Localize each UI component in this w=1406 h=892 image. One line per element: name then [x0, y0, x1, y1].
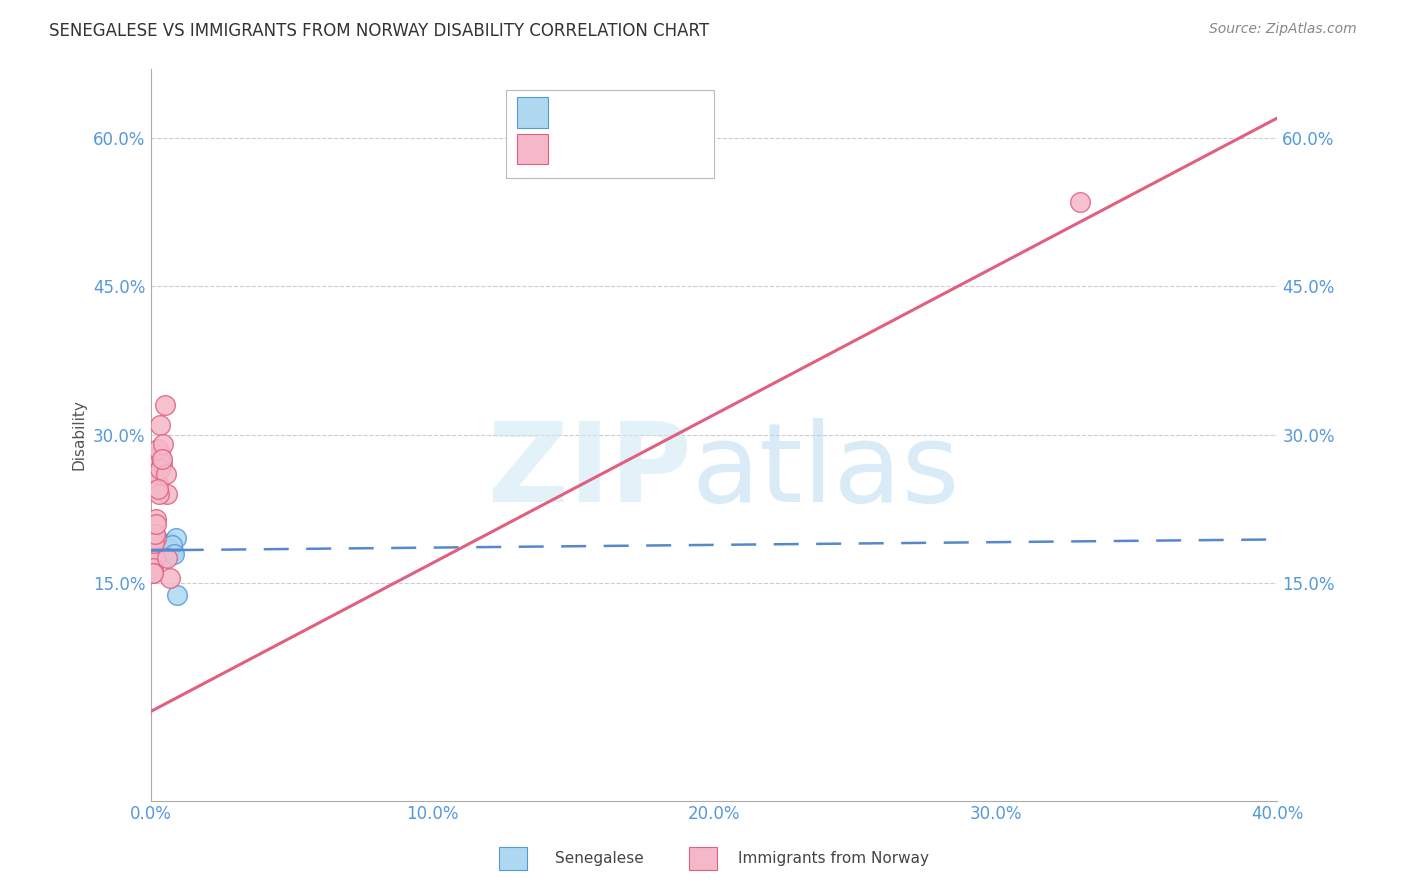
Point — [159, 571, 181, 585]
Point — [141, 551, 163, 566]
Point — [145, 538, 167, 552]
Point — [142, 549, 165, 564]
Point — [148, 417, 170, 432]
Point — [141, 554, 163, 568]
Point — [152, 437, 174, 451]
Point — [145, 534, 167, 549]
Point — [150, 457, 173, 471]
Point — [143, 538, 166, 552]
Point — [159, 536, 181, 550]
Point — [141, 552, 163, 566]
Point — [145, 511, 167, 525]
Text: 0.064: 0.064 — [591, 103, 643, 121]
Point — [141, 546, 163, 560]
Point — [1069, 195, 1091, 210]
Point — [146, 533, 169, 547]
Point — [141, 552, 163, 566]
Point — [143, 540, 166, 554]
Point — [143, 541, 166, 555]
Point — [148, 452, 170, 467]
Point — [153, 398, 176, 412]
Point — [166, 588, 188, 602]
FancyBboxPatch shape — [517, 134, 548, 164]
Text: SENEGALESE VS IMMIGRANTS FROM NORWAY DISABILITY CORRELATION CHART: SENEGALESE VS IMMIGRANTS FROM NORWAY DIS… — [49, 22, 710, 40]
Point — [143, 541, 166, 556]
Point — [142, 547, 165, 561]
Point — [141, 548, 163, 562]
Point — [145, 535, 167, 549]
Point — [142, 543, 165, 558]
Point — [142, 548, 165, 562]
Point — [142, 561, 165, 575]
Point — [143, 536, 166, 550]
Point — [141, 551, 163, 566]
Point — [149, 447, 172, 461]
Y-axis label: Disability: Disability — [72, 399, 86, 470]
Point — [143, 551, 166, 566]
Text: R =: R = — [560, 103, 596, 121]
Point — [142, 553, 165, 567]
Point — [155, 548, 177, 562]
Point — [160, 538, 183, 552]
Point — [162, 544, 184, 558]
Point — [149, 462, 172, 476]
Point — [146, 477, 169, 491]
Point — [141, 556, 163, 570]
Point — [142, 545, 165, 559]
Point — [156, 541, 179, 555]
Point — [148, 487, 170, 501]
Point — [156, 487, 179, 501]
Point — [142, 549, 165, 564]
Point — [142, 566, 165, 580]
FancyBboxPatch shape — [506, 90, 714, 178]
Point — [142, 544, 165, 558]
Point — [143, 541, 166, 555]
Point — [155, 467, 177, 482]
Point — [143, 526, 166, 541]
Text: N =: N = — [637, 103, 675, 121]
Text: N =: N = — [637, 140, 675, 158]
Point — [142, 566, 165, 580]
Point — [145, 467, 167, 482]
Point — [148, 442, 170, 457]
Point — [150, 452, 173, 467]
Point — [156, 551, 179, 566]
Point — [142, 546, 165, 560]
Point — [146, 533, 169, 548]
Point — [142, 546, 165, 560]
Point — [143, 540, 166, 554]
Point — [141, 550, 163, 565]
Point — [142, 543, 165, 558]
FancyBboxPatch shape — [517, 97, 548, 128]
Point — [142, 541, 165, 556]
Text: ZIP: ZIP — [488, 417, 692, 524]
Point — [142, 536, 165, 550]
Text: 53: 53 — [668, 103, 690, 121]
Point — [141, 555, 163, 569]
Point — [146, 482, 169, 496]
Point — [165, 532, 187, 546]
Point — [145, 537, 167, 551]
Point — [145, 532, 167, 546]
Point — [153, 550, 176, 565]
Point — [142, 546, 165, 560]
Point — [163, 547, 186, 561]
Text: 28: 28 — [668, 140, 690, 158]
Point — [145, 534, 167, 549]
Point — [141, 553, 163, 567]
Text: atlas: atlas — [692, 417, 960, 524]
Point — [142, 544, 165, 558]
Point — [142, 551, 165, 566]
Point — [143, 542, 166, 557]
Point — [142, 547, 165, 561]
Point — [145, 541, 167, 556]
Text: R =: R = — [560, 140, 596, 158]
Text: Senegalese: Senegalese — [555, 851, 644, 865]
Point — [142, 550, 165, 565]
Text: Immigrants from Norway: Immigrants from Norway — [738, 851, 929, 865]
Point — [145, 516, 167, 531]
Text: Source: ZipAtlas.com: Source: ZipAtlas.com — [1209, 22, 1357, 37]
Point — [157, 542, 180, 557]
Text: 0.782: 0.782 — [591, 140, 643, 158]
